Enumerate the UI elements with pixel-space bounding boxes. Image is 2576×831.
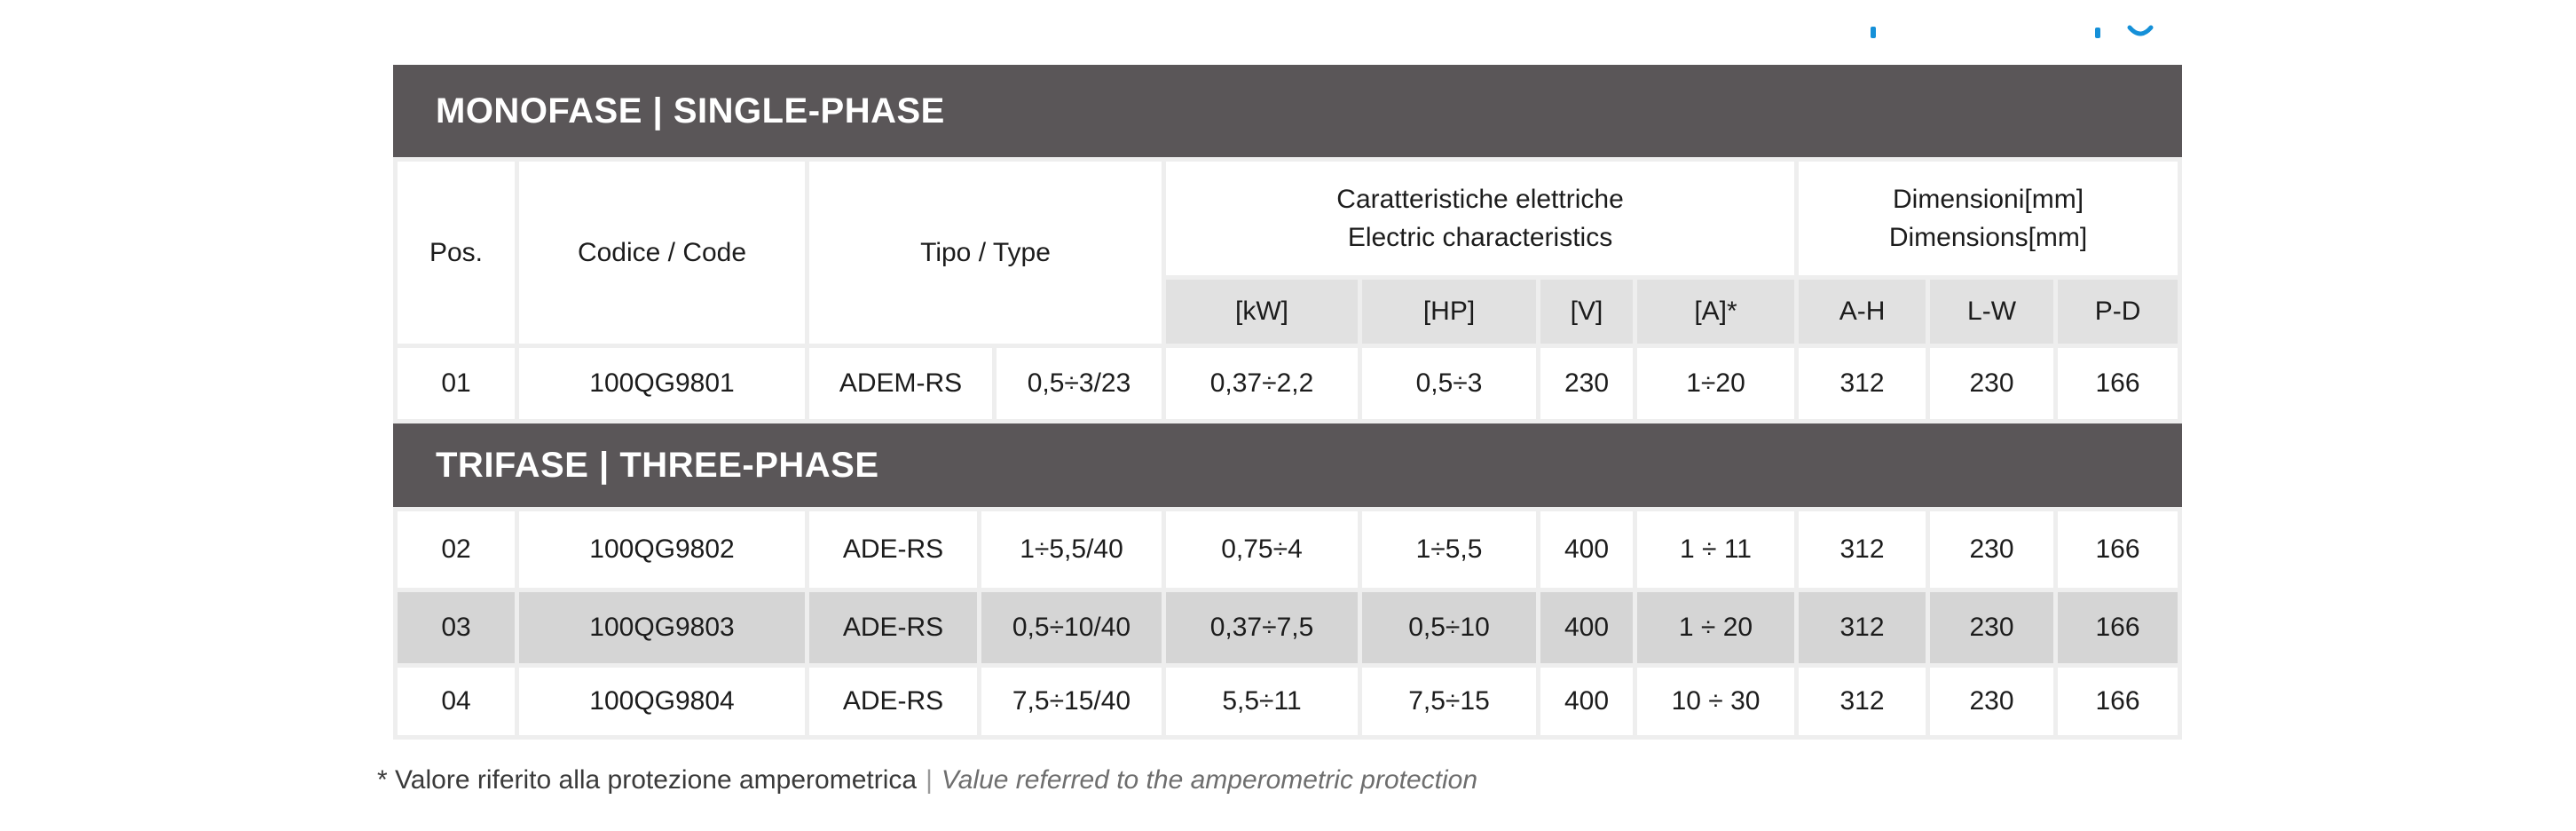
section-header-three-phase: TRIFASE | THREE-PHASE: [393, 423, 2182, 507]
cell-lw: 230: [1930, 592, 2053, 663]
column-header-code: Codice / Code: [519, 162, 805, 344]
table-row: 01 100QG9801 ADEM-RS 0,5÷3/23 0,37÷2,2 0…: [398, 348, 2178, 419]
cell-kw: 0,37÷2,2: [1166, 348, 1358, 419]
column-header-pd: P-D: [2058, 280, 2178, 344]
table-header-row: Pos. Codice / Code Tipo / Type Caratteri…: [398, 162, 2178, 344]
table-subheader-row: [kW] [HP] [V] [A]* A-H L-W P-D: [398, 280, 2178, 344]
cell-hp: 7,5÷15: [1362, 668, 1536, 735]
cell-kw: 0,37÷7,5: [1166, 592, 1358, 663]
single-phase-table: Pos. Codice / Code Tipo / Type Caratteri…: [393, 157, 2183, 423]
cell-pd: 166: [2058, 511, 2178, 588]
footnote-italian: * Valore riferito alla protezione ampero…: [377, 765, 918, 795]
column-header-type: Tipo / Type: [809, 162, 1162, 344]
column-header-pos: Pos.: [398, 162, 515, 344]
cell-lw: 230: [1930, 511, 2053, 588]
group-label-en: Dimensions[mm]: [1888, 223, 2088, 252]
cell-code: 100QG9804: [519, 668, 805, 735]
column-header-lw: L-W: [1930, 280, 2054, 344]
column-header-ah: A-H: [1799, 280, 1926, 344]
cell-kw: 0,75÷4: [1166, 511, 1358, 588]
cropped-text-fragment: [2095, 28, 2100, 38]
cell-ah: 312: [1799, 592, 1926, 663]
cell-pos: 04: [398, 668, 515, 735]
footnote-separator: |: [926, 765, 933, 795]
spec-sheet: MONOFASE | SINGLE-PHASE Pos. Codice / Co…: [393, 65, 2183, 740]
table-row: 03 100QG9803 ADE-RS 0,5÷10/40 0,37÷7,5 0…: [398, 592, 2178, 663]
cell-ah: 312: [1799, 348, 1926, 419]
section-title: MONOFASE | SINGLE-PHASE: [436, 91, 945, 131]
column-header-kw: [kW]: [1166, 280, 1358, 344]
cell-type-value: 7,5÷15/40: [981, 668, 1162, 735]
cell-a: 10 ÷ 30: [1637, 668, 1794, 735]
cropped-text-fragment: [1871, 27, 1876, 38]
cell-code: 100QG9801: [519, 348, 805, 419]
cell-v: 230: [1540, 348, 1633, 419]
column-header-hp: [HP]: [1362, 280, 1536, 344]
cell-pos: 02: [398, 511, 515, 588]
cell-hp: 0,5÷3: [1362, 348, 1536, 419]
cell-type: ADE-RS: [809, 511, 977, 588]
cell-v: 400: [1540, 511, 1633, 588]
cell-ah: 312: [1799, 511, 1926, 588]
column-group-electric: Caratteristiche elettriche Electric char…: [1166, 162, 1795, 275]
cell-lw: 230: [1930, 668, 2053, 735]
cell-lw: 230: [1930, 348, 2054, 419]
column-header-v: [V]: [1540, 280, 1633, 344]
cell-type: ADE-RS: [809, 668, 977, 735]
cell-code: 100QG9802: [519, 511, 805, 588]
cell-kw: 5,5÷11: [1166, 668, 1358, 735]
cell-hp: 0,5÷10: [1362, 592, 1536, 663]
column-group-dimensions: Dimensioni[mm] Dimensions[mm]: [1799, 162, 2178, 275]
table-row: 02 100QG9802 ADE-RS 1÷5,5/40 0,75÷4 1÷5,…: [398, 511, 2178, 588]
cell-type-value: 1÷5,5/40: [981, 511, 1162, 588]
cell-pos: 03: [398, 592, 515, 663]
footnote: * Valore riferito alla protezione ampero…: [377, 765, 1477, 795]
cell-v: 400: [1540, 668, 1633, 735]
cell-hp: 1÷5,5: [1362, 511, 1536, 588]
cell-a: 1 ÷ 11: [1637, 511, 1794, 588]
section-header-single-phase: MONOFASE | SINGLE-PHASE: [393, 65, 2182, 157]
group-label-en: Electric characteristics: [1347, 223, 1613, 252]
cell-pd: 166: [2058, 592, 2178, 663]
chevron-down-icon[interactable]: [2126, 23, 2155, 43]
section-title: TRIFASE | THREE-PHASE: [436, 445, 879, 485]
cell-type: ADEM-RS: [809, 348, 992, 419]
cell-type: ADE-RS: [809, 592, 977, 663]
cell-v: 400: [1540, 592, 1633, 663]
footnote-english: Value referred to the amperometric prote…: [941, 765, 1478, 795]
group-label-it: Caratteristiche elettriche: [1336, 184, 1624, 214]
cell-code: 100QG9803: [519, 592, 805, 663]
cell-ah: 312: [1799, 668, 1926, 735]
cell-a: 1 ÷ 20: [1637, 592, 1794, 663]
cell-type-value: 0,5÷10/40: [981, 592, 1162, 663]
column-header-a: [A]*: [1637, 280, 1795, 344]
cell-a: 1÷20: [1637, 348, 1795, 419]
group-label-it: Dimensioni[mm]: [1893, 184, 2084, 214]
cell-pd: 166: [2058, 668, 2178, 735]
table-row: 04 100QG9804 ADE-RS 7,5÷15/40 5,5÷11 7,5…: [398, 668, 2178, 735]
cell-pos: 01: [398, 348, 515, 419]
cell-pd: 166: [2058, 348, 2178, 419]
three-phase-table: 02 100QG9802 ADE-RS 1÷5,5/40 0,75÷4 1÷5,…: [393, 507, 2182, 740]
cell-type-value: 0,5÷3/23: [997, 348, 1162, 419]
